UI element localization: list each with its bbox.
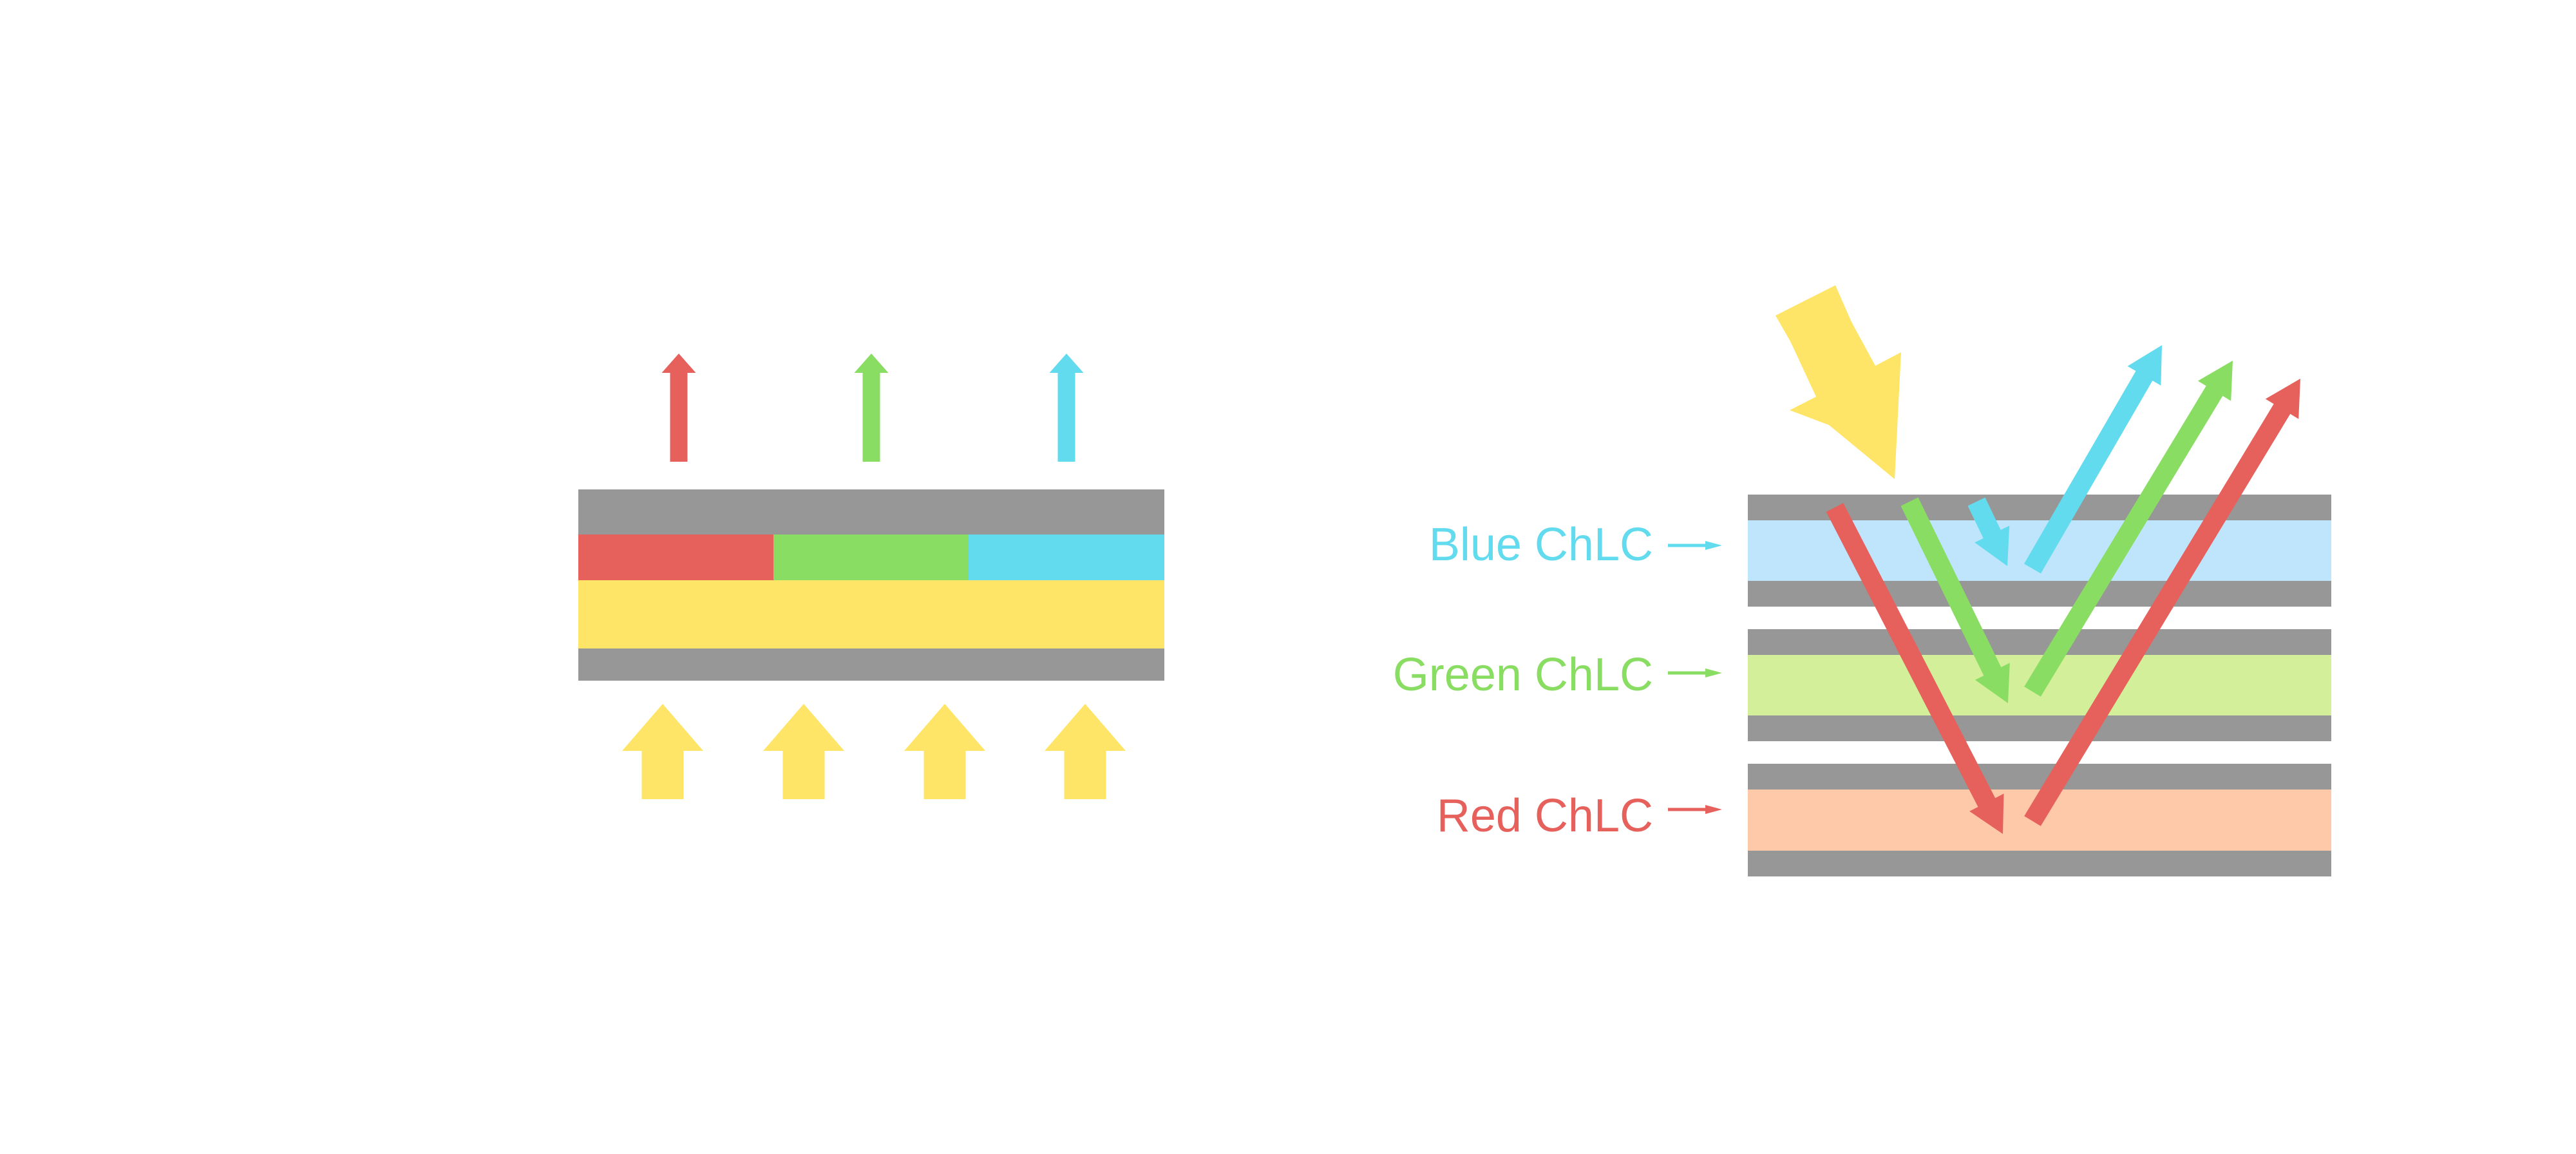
gray-layer — [1748, 715, 2331, 741]
blue-filter-segment — [969, 534, 1164, 580]
left-diagram — [578, 354, 1164, 799]
red-emission-arrow — [661, 354, 696, 462]
blue-reflected-arrow — [2024, 345, 2162, 574]
blue-label-pointer-arrow — [1668, 541, 1722, 550]
blue-emission-arrow — [1049, 354, 1084, 462]
gray-layer — [1748, 581, 2331, 607]
gray-layer — [1748, 851, 2331, 876]
right-diagram: Blue ChLC Green ChLC Red ChLC — [1393, 285, 2331, 876]
blue-chlc-label: Blue ChLC — [1429, 519, 1653, 571]
gray-layer — [1748, 764, 2331, 790]
backlight-arrow — [904, 704, 985, 799]
gray-layer — [1748, 629, 2331, 655]
green-label-pointer-arrow — [1668, 668, 1722, 677]
red-reflected-arrow — [2024, 379, 2300, 826]
blue-incoming-arrow — [1967, 497, 2010, 566]
green-filter-segment — [773, 534, 969, 580]
green-reflected-arrow — [2024, 361, 2233, 697]
backlight-arrow — [763, 704, 844, 799]
bottom-gray-layer — [578, 648, 1164, 681]
red-chlc-layer — [1748, 764, 2331, 876]
top-gray-layer — [578, 489, 1164, 534]
green-chlc-label: Green ChLC — [1393, 649, 1653, 701]
backlight-arrow — [622, 704, 703, 799]
incident-light-arrow — [1776, 285, 1901, 479]
yellow-backlight-layer — [578, 580, 1164, 648]
green-emission-arrow — [854, 354, 889, 462]
red-incoming-arrow — [1826, 503, 2004, 834]
red-label-pointer-arrow — [1668, 805, 1722, 814]
green-incoming-arrow — [1900, 497, 2010, 703]
red-chlc-label: Red ChLC — [1437, 790, 1653, 842]
red-filter-segment — [578, 534, 773, 580]
backlight-arrow — [1045, 704, 1126, 799]
